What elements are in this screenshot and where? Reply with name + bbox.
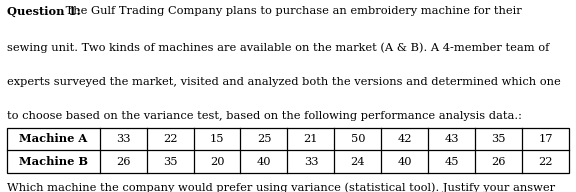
Text: 21: 21 xyxy=(304,134,318,144)
Text: 22: 22 xyxy=(163,134,177,144)
Text: 45: 45 xyxy=(445,156,459,166)
Text: 26: 26 xyxy=(116,156,130,166)
Text: 15: 15 xyxy=(210,134,224,144)
Text: 22: 22 xyxy=(539,156,553,166)
Text: sewing unit. Two kinds of machines are available on the market (A & B). A 4-memb: sewing unit. Two kinds of machines are a… xyxy=(7,42,550,53)
Text: 33: 33 xyxy=(304,156,318,166)
Text: experts surveyed the market, visited and analyzed both the versions and determin: experts surveyed the market, visited and… xyxy=(7,77,560,87)
Text: 35: 35 xyxy=(491,134,506,144)
Text: 40: 40 xyxy=(257,156,271,166)
Text: 43: 43 xyxy=(445,134,459,144)
Text: 35: 35 xyxy=(163,156,177,166)
Text: Question 1:: Question 1: xyxy=(7,6,81,17)
Bar xyxy=(7,128,569,173)
Text: 20: 20 xyxy=(210,156,224,166)
Text: Which machine the company would prefer using variance (statistical tool). Justif: Which machine the company would prefer u… xyxy=(7,182,555,192)
Text: Machine B: Machine B xyxy=(19,156,88,167)
Text: 25: 25 xyxy=(257,134,271,144)
Text: Machine A: Machine A xyxy=(19,133,88,144)
Text: 40: 40 xyxy=(397,156,412,166)
Text: 42: 42 xyxy=(397,134,412,144)
Text: 26: 26 xyxy=(491,156,506,166)
Text: The Gulf Trading Company plans to purchase an embroidery machine for their: The Gulf Trading Company plans to purcha… xyxy=(62,6,522,16)
Text: to choose based on the variance test, based on the following performance analysi: to choose based on the variance test, ba… xyxy=(7,111,522,121)
Text: 50: 50 xyxy=(351,134,365,144)
Text: 33: 33 xyxy=(116,134,130,144)
Text: 17: 17 xyxy=(539,134,553,144)
Text: 24: 24 xyxy=(351,156,365,166)
